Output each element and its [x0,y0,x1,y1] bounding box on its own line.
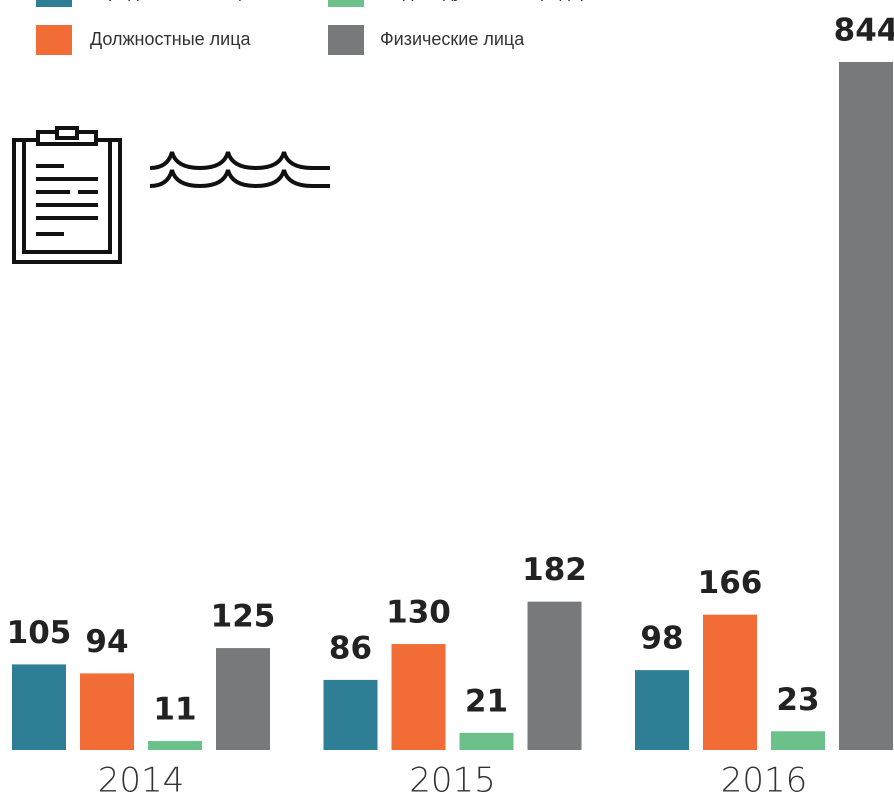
value-label: 86 [329,630,372,666]
value-label: 21 [465,683,508,719]
bar [703,614,757,750]
legend-label: Физические лица [380,29,525,49]
bar [323,679,378,750]
value-label: 98 [640,621,683,657]
value-label: 182 [522,552,587,588]
bar [771,731,825,750]
x-tick-label: 2015 [409,761,496,801]
clipboard-icon [12,126,122,264]
value-label: 105 [7,615,72,651]
value-label: 11 [153,692,196,728]
bar [216,648,270,750]
legend-swatch [328,0,364,7]
value-label: 166 [698,565,763,601]
value-label: 844 [834,13,894,49]
value-label: 125 [211,599,276,635]
x-tick-label: 2016 [721,761,808,801]
bar [80,673,134,750]
legend-swatch [328,25,364,55]
waves-icon [149,151,330,189]
bar [527,601,582,750]
bar [148,741,202,750]
legend-label: Юридические лица [90,0,252,1]
x-tick-label: 2014 [98,761,185,801]
bar [12,664,66,750]
legend-label: Должностные лица [90,29,252,49]
bar [391,644,446,750]
value-label: 130 [386,595,451,631]
legend-swatch [36,0,72,7]
legend-swatch [36,25,72,55]
value-label: 94 [85,624,128,660]
bar [635,670,689,750]
bar [459,732,514,750]
value-label: 23 [776,682,819,718]
bar [839,62,893,750]
legend-label: Индивидуальные предприниматели [380,0,680,1]
